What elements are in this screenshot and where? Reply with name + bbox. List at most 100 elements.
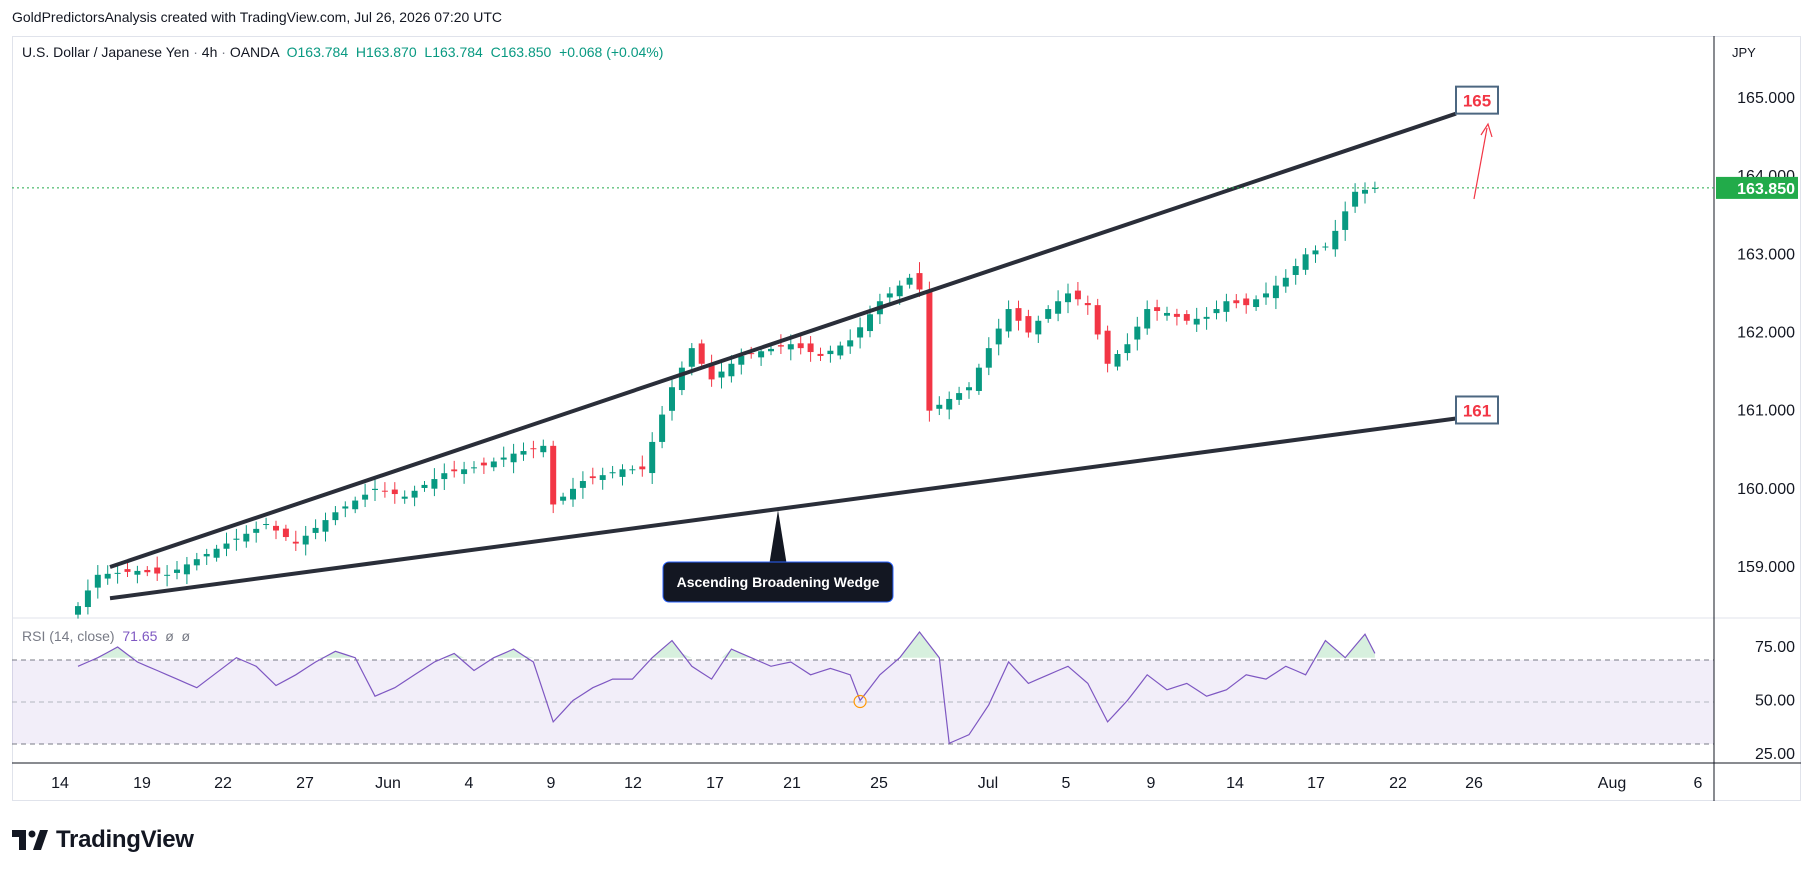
price-tick-label: 160.000: [1737, 481, 1795, 498]
candle: [144, 566, 151, 577]
rsi-label: RSI (14, close): [22, 628, 115, 644]
candle: [1272, 275, 1279, 310]
candle-body: [758, 351, 765, 358]
rsi-divergence-marker: [853, 694, 867, 709]
wedge-pattern: Ascending Broadening Wedge: [109, 111, 1457, 603]
candle: [104, 565, 111, 585]
candle-body: [1173, 313, 1180, 317]
candle-body: [857, 327, 864, 338]
rsi-legend[interactable]: RSI (14, close) 71.65 ø ø: [22, 628, 190, 644]
candle-body: [1183, 314, 1190, 321]
time-tick-label: 5: [1062, 775, 1071, 792]
candle-body: [223, 543, 230, 549]
rsi-overbought-fill: [335, 651, 346, 658]
candle: [1015, 300, 1022, 331]
time-tick-label: 9: [1147, 775, 1156, 792]
candle-body: [352, 500, 359, 510]
rsi-overbought-fill: [107, 647, 118, 658]
candle: [302, 525, 309, 556]
candle: [84, 579, 91, 615]
candle: [985, 337, 992, 376]
candle-body: [381, 490, 388, 492]
candle-body: [233, 538, 240, 540]
time-tick-label: 12: [624, 775, 642, 792]
candle-body: [94, 574, 101, 588]
candle-body: [748, 353, 755, 355]
arrow-shaft: [1473, 127, 1488, 200]
candle-body: [609, 472, 616, 474]
candle-body: [253, 528, 260, 533]
candle-body: [698, 343, 705, 364]
candle-body: [144, 569, 151, 573]
candle-body: [243, 533, 250, 542]
candle: [421, 481, 428, 492]
candle: [94, 565, 101, 599]
candle: [312, 519, 319, 540]
candle: [1332, 219, 1339, 257]
candle: [391, 482, 398, 504]
rsi-value: 71.65: [122, 628, 158, 644]
candle-body: [540, 445, 547, 453]
candle-body: [1332, 230, 1339, 250]
candle: [342, 501, 349, 518]
rsi-overbought-fill: [721, 649, 732, 658]
candle-body: [946, 398, 953, 410]
candle: [352, 496, 359, 514]
candle-body: [1193, 318, 1200, 325]
candle-body: [322, 520, 329, 532]
candle: [362, 483, 369, 508]
candle: [1094, 298, 1101, 340]
candle-body: [787, 344, 794, 350]
candle: [183, 556, 190, 585]
candle: [1193, 307, 1200, 332]
candle: [995, 318, 1002, 356]
candle-body: [1114, 353, 1121, 367]
candle-body: [1164, 312, 1170, 316]
candle: [451, 460, 458, 478]
rsi-overbought-fill: [909, 632, 920, 658]
open-value: O163.784: [286, 44, 349, 60]
tradingview-logo[interactable]: TradingView: [12, 826, 194, 854]
candle-body: [213, 548, 220, 558]
rsi-overbought-fill: [672, 640, 682, 658]
candle-body: [847, 340, 854, 347]
candle-body: [708, 365, 715, 380]
candle-body: [1045, 309, 1052, 319]
candle: [322, 512, 329, 542]
candle-body: [1015, 308, 1022, 321]
candle-body: [797, 343, 804, 349]
price-axis: 165.000164.000163.000162.000161.000160.0…: [1716, 90, 1798, 576]
candle-body: [1322, 246, 1329, 248]
candle-body: [520, 451, 527, 455]
time-tick-label: 21: [783, 775, 801, 792]
candle-body: [827, 350, 834, 355]
candle-body: [867, 314, 873, 332]
candle-body: [203, 553, 210, 557]
symbol-legend[interactable]: U.S. Dollar / Japanese Yen · 4h · OANDA …: [22, 44, 664, 60]
candle: [827, 345, 834, 363]
candle-body: [1094, 305, 1101, 335]
candle: [114, 565, 121, 584]
candle: [1263, 282, 1269, 305]
currency-button[interactable]: JPY: [1732, 45, 1756, 60]
candle: [1045, 305, 1052, 323]
last-price-bg: [1716, 176, 1798, 199]
candle-body: [292, 541, 299, 544]
candle: [381, 482, 388, 498]
wedge-lower-line: [109, 416, 1457, 601]
candle: [1173, 308, 1180, 326]
candle-body: [896, 285, 903, 297]
candle-body: [273, 525, 279, 531]
candle: [936, 396, 943, 416]
candle-body: [579, 481, 586, 488]
candle-body: [183, 564, 190, 575]
candle-body: [1371, 187, 1378, 189]
time-tick-label: Jul: [978, 775, 998, 792]
candle-body: [461, 469, 468, 475]
candle-body: [372, 488, 378, 491]
candle-body: [312, 527, 319, 533]
time-tick-label: Jun: [375, 775, 401, 792]
candle-body: [886, 293, 893, 298]
candle: [510, 443, 517, 474]
